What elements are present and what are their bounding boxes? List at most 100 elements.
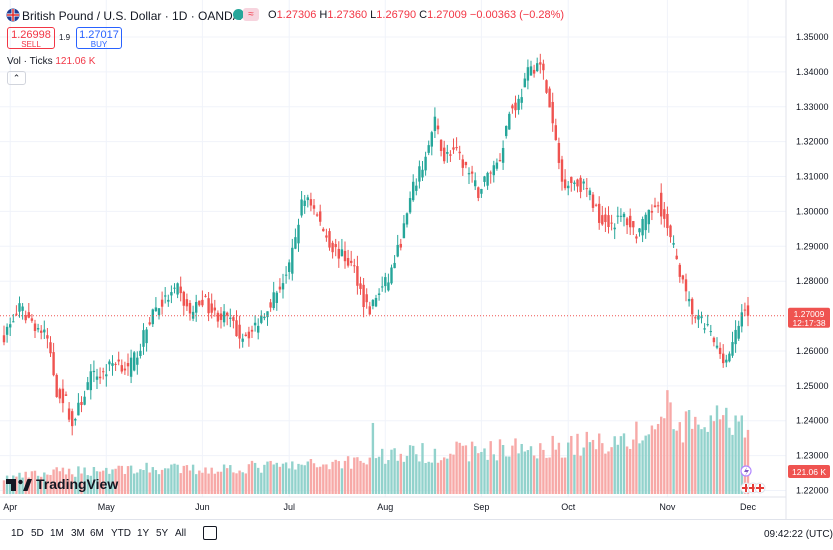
volume-bar <box>579 455 582 494</box>
range-6m[interactable]: 6M <box>90 528 104 539</box>
candle-body <box>61 388 65 404</box>
economic-event-icon <box>756 484 764 492</box>
volume-bar <box>331 461 334 494</box>
candle-body <box>501 147 505 163</box>
candle-body <box>464 161 468 166</box>
candle-body <box>33 323 37 332</box>
candle-body <box>656 205 660 207</box>
buy-price: 1.27017 <box>79 29 119 41</box>
candle-body <box>350 260 353 263</box>
range-all[interactable]: All <box>175 528 187 539</box>
candle-body <box>102 371 105 373</box>
symbol-title[interactable]: British Pound / U.S. Dollar · 1D · OANDA <box>22 9 241 23</box>
volume-bar <box>511 445 514 494</box>
collapse-legend-button[interactable]: ⌃ <box>7 71 26 85</box>
range-3m[interactable]: 3M <box>71 528 85 539</box>
volume-bar <box>560 457 564 494</box>
candle-body <box>185 299 189 307</box>
volume-bar <box>145 462 148 494</box>
candle-body <box>520 97 523 103</box>
utc-clock[interactable]: 09:42:22 (UTC) <box>764 529 833 540</box>
candle-body <box>579 177 582 192</box>
volume-bar <box>393 448 396 494</box>
candle-body <box>548 88 551 108</box>
volume-bar <box>687 410 691 494</box>
candle-body <box>71 411 74 427</box>
volume-bar <box>148 472 151 494</box>
price-tick-label: 1.34000 <box>796 67 829 77</box>
volume-bar <box>477 453 480 494</box>
candle-body <box>678 264 681 277</box>
lightning-event-icon <box>744 467 749 476</box>
candle-body <box>638 228 641 233</box>
volume-tag-value: 121.06 K <box>792 467 826 477</box>
volume-bar <box>520 443 523 494</box>
volume-bar <box>421 443 424 494</box>
volume-bar <box>368 457 371 494</box>
volume-bar <box>536 458 539 494</box>
candle-body <box>728 353 731 362</box>
range-ytd[interactable]: YTD <box>111 528 131 539</box>
volume-bar <box>480 451 483 494</box>
volume-bar <box>24 471 27 494</box>
candle-body <box>669 225 672 238</box>
volume-bar <box>644 435 647 494</box>
candle-body <box>573 182 576 184</box>
volume-bar <box>288 468 291 494</box>
candle-body <box>393 262 396 269</box>
time-tick-label: May <box>98 502 116 512</box>
range-5y[interactable]: 5Y <box>156 528 169 539</box>
candle-body <box>356 266 359 286</box>
price-chart[interactable]: 1.35000 1.34000 1.33000 1.32000 1.31000 1.300… <box>0 0 833 519</box>
volume-bar <box>15 476 18 494</box>
volume-bar <box>275 462 278 494</box>
volume-bar <box>523 451 526 494</box>
volume-bar <box>343 460 347 494</box>
candle-body <box>725 359 728 363</box>
candle-body <box>257 325 260 333</box>
candle-body <box>681 275 685 280</box>
candle-body <box>588 190 592 195</box>
candle-body <box>309 199 313 206</box>
candle-body <box>449 154 452 156</box>
price-axis: 1.35000 1.34000 1.33000 1.32000 1.31000 1.300… <box>796 32 829 496</box>
volume-bar <box>241 472 244 494</box>
candle-body <box>684 279 688 292</box>
trend-pill[interactable]: ≈ <box>243 8 259 21</box>
range-1y[interactable]: 1Y <box>137 528 150 539</box>
candle-body <box>666 213 669 229</box>
volume-bar <box>362 462 365 494</box>
candle-body <box>545 80 548 93</box>
brand-name: TradingView <box>36 476 119 492</box>
candle-body <box>402 223 406 239</box>
buy-button[interactable]: 1.27017 BUY <box>76 27 122 49</box>
volume-bar <box>483 448 486 494</box>
calendar-icon[interactable] <box>203 526 217 540</box>
range-5d[interactable]: 5D <box>31 528 44 539</box>
volume-bar <box>501 445 505 494</box>
candle-body <box>359 283 362 289</box>
candle-body <box>136 357 139 365</box>
candle-body <box>148 322 151 325</box>
volume-bar <box>737 421 740 494</box>
volume-bar <box>545 457 548 494</box>
volume-bar <box>33 470 37 494</box>
candle-body <box>222 311 226 323</box>
range-1m[interactable]: 1M <box>50 528 64 539</box>
time-axis: Apr May Jun Jul Aug Sep Oct Nov Dec <box>3 502 756 512</box>
candle-body <box>216 312 220 322</box>
candle-body <box>650 210 654 213</box>
volume-bar <box>98 471 102 494</box>
candle-body <box>266 311 269 318</box>
volume-bar <box>582 447 585 494</box>
candle-body <box>675 255 678 260</box>
candle-body <box>622 213 626 218</box>
volume-bar <box>542 449 545 494</box>
volume-bar <box>604 453 607 494</box>
candle-body <box>210 303 213 313</box>
candle-body <box>452 147 455 150</box>
volume-bar <box>669 402 672 494</box>
sell-button[interactable]: 1.26998 SELL <box>7 27 55 49</box>
range-1d[interactable]: 1D <box>11 528 24 539</box>
